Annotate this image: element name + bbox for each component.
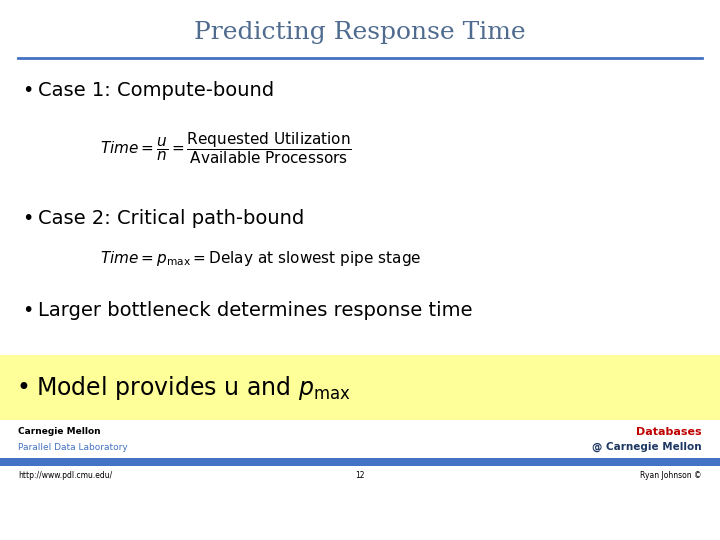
Bar <box>0 355 720 420</box>
Text: http://www.pdl.cmu.edu/: http://www.pdl.cmu.edu/ <box>18 471 112 481</box>
Text: $\mathit{Time} = \dfrac{u}{n} = \dfrac{\mathrm{Requested\ Utilization}}{\mathrm{: $\mathit{Time} = \dfrac{u}{n} = \dfrac{\… <box>100 130 352 166</box>
Text: •: • <box>22 300 33 320</box>
Text: Ryan Johnson ©: Ryan Johnson © <box>641 471 702 481</box>
Text: $\mathit{Time} = p_{\mathrm{max}} = \mathrm{Delay\ at\ slowest\ pipe\ stage}$: $\mathit{Time} = p_{\mathrm{max}} = \mat… <box>100 248 421 267</box>
Text: Case 2: Critical path-bound: Case 2: Critical path-bound <box>38 208 305 227</box>
Text: Larger bottleneck determines response time: Larger bottleneck determines response ti… <box>38 300 472 320</box>
Text: $\mathrm{Model\ provides\ u\ and\ }p_{\mathrm{max}}$: $\mathrm{Model\ provides\ u\ and\ }p_{\m… <box>36 374 351 402</box>
Text: •: • <box>22 80 33 99</box>
Text: Parallel Data Laboratory: Parallel Data Laboratory <box>18 442 127 451</box>
Text: @ Carnegie Mellon: @ Carnegie Mellon <box>593 442 702 452</box>
Bar <box>0 458 720 466</box>
Text: •: • <box>22 208 33 227</box>
Text: •: • <box>16 376 30 400</box>
Text: Carnegie Mellon: Carnegie Mellon <box>18 428 101 436</box>
Text: 12: 12 <box>355 471 365 481</box>
Text: Databases: Databases <box>636 427 702 437</box>
Text: Predicting Response Time: Predicting Response Time <box>194 21 526 44</box>
Text: Case 1: Compute-bound: Case 1: Compute-bound <box>38 80 274 99</box>
